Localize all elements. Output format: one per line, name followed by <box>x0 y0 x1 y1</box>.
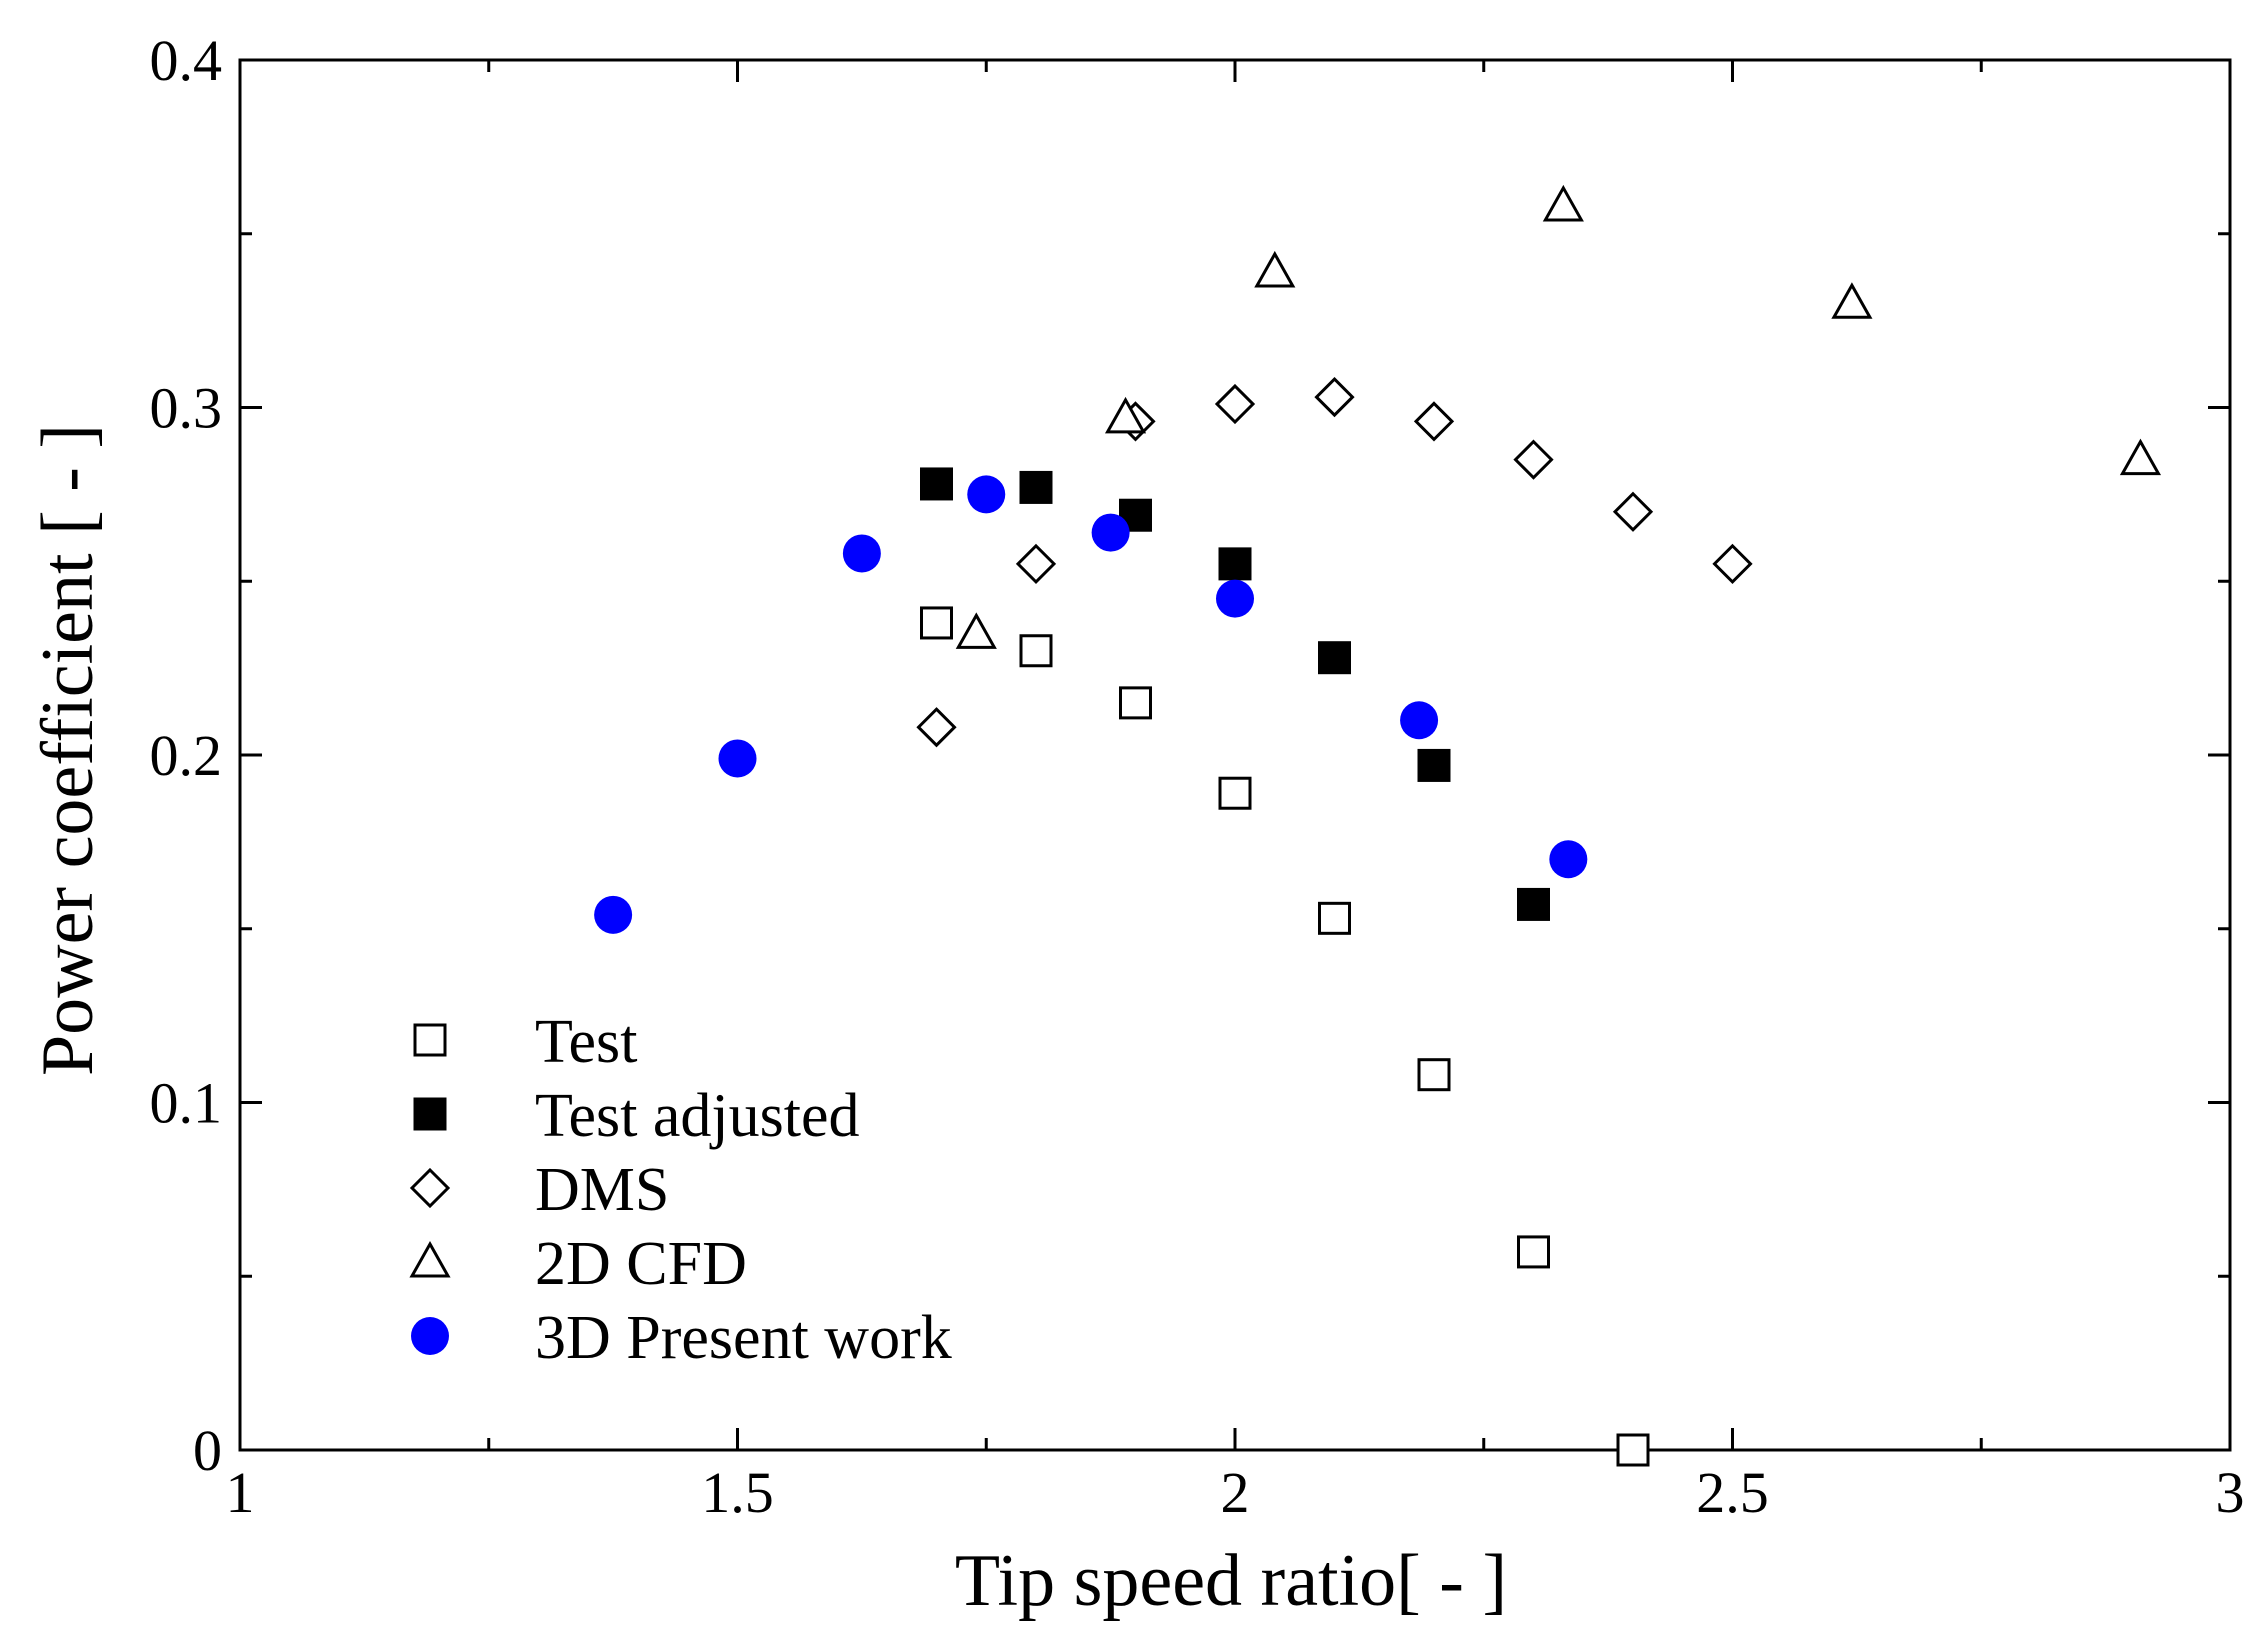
data-point <box>1318 901 1351 935</box>
y-tick-label: 0.3 <box>150 376 223 441</box>
legend-marker <box>409 1240 451 1278</box>
data-point <box>1254 250 1296 288</box>
data-point <box>1549 840 1588 879</box>
x-axis-title: Tip speed ratio[ - ] <box>955 1540 1507 1622</box>
data-point <box>842 534 881 573</box>
y-axis: 0 0.1 0.2 0.3 0.4 <box>150 28 2230 1483</box>
y-tick-label: 0 <box>193 1418 222 1483</box>
data-point <box>2119 438 2162 476</box>
data-point <box>1218 547 1252 581</box>
x-axis: 1 1.5 2 2.5 3 <box>226 60 2245 1525</box>
data-point <box>920 606 953 640</box>
y-tick-label: 0.2 <box>150 723 223 788</box>
data-point <box>1612 491 1654 532</box>
legend-marker <box>413 1097 447 1131</box>
legend-label: 3D Present work <box>535 1304 952 1372</box>
x-tick-label: 2 <box>1221 1460 1250 1525</box>
data-point <box>920 467 953 501</box>
legend-marker <box>411 1317 449 1355</box>
series-test-adjusted <box>920 467 1550 921</box>
series-2d-cfd <box>955 184 2162 649</box>
data-point <box>1218 776 1252 810</box>
legend-label: 2D CFD <box>535 1230 747 1298</box>
series-test <box>920 606 1650 1467</box>
data-point <box>1091 513 1130 552</box>
data-point <box>967 475 1006 514</box>
data-point <box>1019 470 1053 504</box>
data-point <box>1104 396 1147 434</box>
data-point <box>1517 1235 1550 1269</box>
data-point <box>916 707 957 748</box>
data-point <box>1015 543 1057 584</box>
legend-marker <box>409 1167 451 1209</box>
y-axis-title: Power coefficient [ - ] <box>27 424 109 1076</box>
data-point <box>1119 686 1152 720</box>
data-point <box>1216 579 1254 618</box>
data-point <box>1019 634 1053 668</box>
data-point <box>1413 401 1455 442</box>
y-tick-label: 0.1 <box>150 1071 223 1136</box>
y-tick-label: 0.4 <box>150 28 223 93</box>
data-point <box>955 612 997 649</box>
data-point <box>594 895 633 934</box>
data-point <box>1400 701 1439 740</box>
data-point <box>1831 282 1873 319</box>
data-point <box>1712 543 1753 584</box>
data-point <box>1616 1433 1650 1467</box>
series-3d-present-work <box>594 475 1588 934</box>
data-point <box>1417 1058 1451 1092</box>
legend-label: DMS <box>535 1156 669 1224</box>
legend-marker <box>413 1023 447 1057</box>
data-markers <box>594 184 2162 1467</box>
x-tick-label: 1.5 <box>701 1460 774 1525</box>
data-point <box>718 739 757 778</box>
data-point <box>1214 383 1256 425</box>
data-point <box>1318 641 1351 675</box>
data-point <box>1517 887 1550 921</box>
x-tick-label: 3 <box>2216 1460 2245 1525</box>
legend-label: Test adjusted <box>535 1082 860 1150</box>
x-tick-label: 2.5 <box>1696 1460 1769 1525</box>
series-dms <box>916 376 1753 748</box>
legend-label: Test <box>535 1008 637 1076</box>
data-point <box>1417 748 1451 782</box>
data-point <box>1314 376 1355 418</box>
data-point <box>1542 184 1584 222</box>
data-point <box>1513 439 1554 480</box>
x-tick-label: 1 <box>226 1460 255 1525</box>
